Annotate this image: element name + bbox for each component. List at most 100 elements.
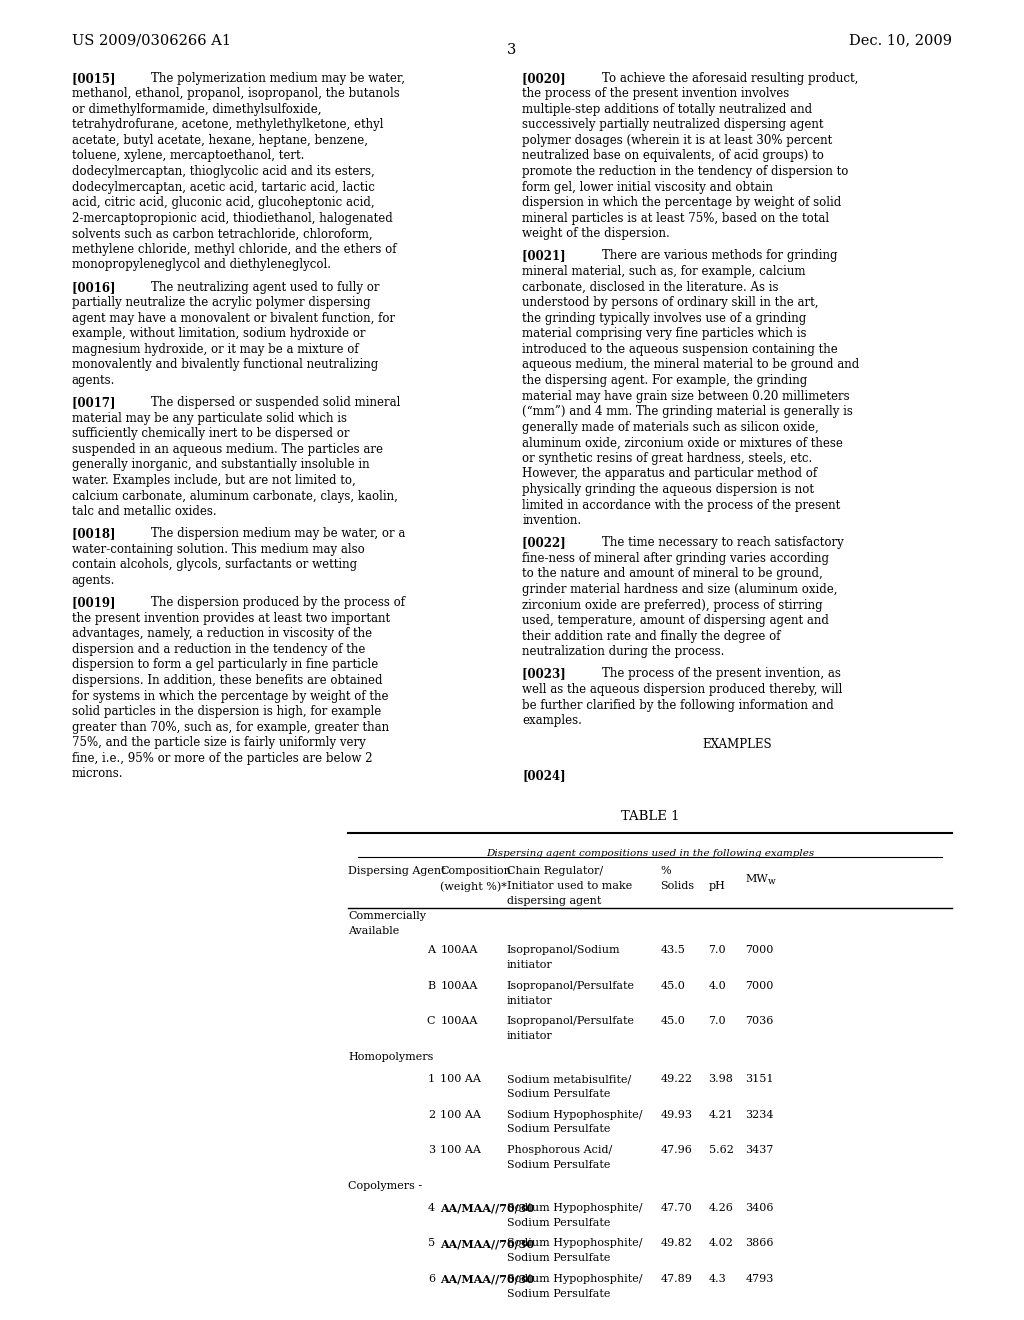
Text: 2-mercaptopropionic acid, thiodiethanol, halogenated: 2-mercaptopropionic acid, thiodiethanol,… — [72, 211, 392, 224]
Text: 3: 3 — [428, 1146, 435, 1155]
Text: 7000: 7000 — [745, 981, 774, 991]
Text: agent may have a monovalent or bivalent function, for: agent may have a monovalent or bivalent … — [72, 312, 395, 325]
Text: 3866: 3866 — [745, 1238, 774, 1249]
Text: Dispersing Agent: Dispersing Agent — [348, 866, 445, 876]
Text: To achieve the aforesaid resulting product,: To achieve the aforesaid resulting produ… — [602, 71, 858, 84]
Text: The dispersed or suspended solid mineral: The dispersed or suspended solid mineral — [152, 396, 400, 409]
Text: 100 AA: 100 AA — [440, 1110, 481, 1119]
Text: pH: pH — [709, 880, 725, 891]
Text: 100AA: 100AA — [440, 1016, 477, 1027]
Text: mineral material, such as, for example, calcium: mineral material, such as, for example, … — [522, 265, 806, 279]
Text: Sodium Persulfate: Sodium Persulfate — [507, 1253, 610, 1263]
Text: Sodium Persulfate: Sodium Persulfate — [507, 1288, 610, 1299]
Text: A: A — [427, 945, 435, 956]
Text: water. Examples include, but are not limited to,: water. Examples include, but are not lim… — [72, 474, 355, 487]
Text: dispersions. In addition, these benefits are obtained: dispersions. In addition, these benefits… — [72, 675, 382, 686]
Text: 100AA: 100AA — [440, 981, 477, 991]
Text: physically grinding the aqueous dispersion is not: physically grinding the aqueous dispersi… — [522, 483, 814, 496]
Text: C: C — [427, 1016, 435, 1027]
Text: their addition rate and finally the degree of: their addition rate and finally the degr… — [522, 630, 780, 643]
Text: agents.: agents. — [72, 374, 115, 387]
Text: examples.: examples. — [522, 714, 582, 727]
Text: material may be any particulate solid which is: material may be any particulate solid wh… — [72, 412, 347, 425]
Text: neutralized base on equivalents, of acid groups) to: neutralized base on equivalents, of acid… — [522, 149, 824, 162]
Text: talc and metallic oxides.: talc and metallic oxides. — [72, 506, 216, 519]
Text: greater than 70%, such as, for example, greater than: greater than 70%, such as, for example, … — [72, 721, 389, 734]
Text: AA/MAA//70/30: AA/MAA//70/30 — [440, 1274, 535, 1284]
Text: The neutralizing agent used to fully or: The neutralizing agent used to fully or — [152, 281, 380, 293]
Text: initiator: initiator — [507, 1031, 553, 1041]
Text: [0016]: [0016] — [72, 281, 132, 293]
Text: generally inorganic, and substantially insoluble in: generally inorganic, and substantially i… — [72, 458, 370, 471]
Text: 2: 2 — [428, 1110, 435, 1119]
Text: 47.89: 47.89 — [660, 1274, 692, 1284]
Text: US 2009/0306266 A1: US 2009/0306266 A1 — [72, 33, 230, 48]
Text: The polymerization medium may be water,: The polymerization medium may be water, — [152, 71, 406, 84]
Text: 49.82: 49.82 — [660, 1238, 692, 1249]
Text: [0020]: [0020] — [522, 71, 583, 84]
Text: 47.96: 47.96 — [660, 1146, 692, 1155]
Text: weight of the dispersion.: weight of the dispersion. — [522, 227, 670, 240]
Text: 7.0: 7.0 — [709, 1016, 726, 1027]
Text: magnesium hydroxide, or it may be a mixture of: magnesium hydroxide, or it may be a mixt… — [72, 343, 358, 356]
Text: 5.62: 5.62 — [709, 1146, 733, 1155]
Text: successively partially neutralized dispersing agent: successively partially neutralized dispe… — [522, 119, 823, 132]
Text: material may have grain size between 0.20 millimeters: material may have grain size between 0.2… — [522, 389, 850, 403]
Text: 100AA: 100AA — [440, 945, 477, 956]
Text: dispersion in which the percentage by weight of solid: dispersion in which the percentage by we… — [522, 197, 842, 209]
Text: acetate, butyl acetate, hexane, heptane, benzene,: acetate, butyl acetate, hexane, heptane,… — [72, 133, 368, 147]
Text: dodecylmercaptan, acetic acid, tartaric acid, lactic: dodecylmercaptan, acetic acid, tartaric … — [72, 181, 375, 194]
Text: Isopropanol/Sodium: Isopropanol/Sodium — [507, 945, 621, 956]
Text: The dispersion medium may be water, or a: The dispersion medium may be water, or a — [152, 527, 406, 540]
Text: monovalently and bivalently functional neutralizing: monovalently and bivalently functional n… — [72, 359, 378, 371]
Text: polymer dosages (wherein it is at least 30% percent: polymer dosages (wherein it is at least … — [522, 133, 833, 147]
Text: used, temperature, amount of dispersing agent and: used, temperature, amount of dispersing … — [522, 614, 829, 627]
Text: 5: 5 — [428, 1238, 435, 1249]
Text: 4.26: 4.26 — [709, 1203, 733, 1213]
Text: initiator: initiator — [507, 960, 553, 970]
Text: [0017]: [0017] — [72, 396, 132, 409]
Text: Sodium Persulfate: Sodium Persulfate — [507, 1217, 610, 1228]
Text: MW: MW — [745, 874, 768, 883]
Text: for systems in which the percentage by weight of the: for systems in which the percentage by w… — [72, 689, 388, 702]
Text: generally made of materials such as silicon oxide,: generally made of materials such as sili… — [522, 421, 819, 434]
Text: Chain Regulator/: Chain Regulator/ — [507, 866, 603, 876]
Text: neutralization during the process.: neutralization during the process. — [522, 645, 725, 659]
Text: [0019]: [0019] — [72, 597, 132, 610]
Text: carbonate, disclosed in the literature. As is: carbonate, disclosed in the literature. … — [522, 281, 778, 293]
Text: However, the apparatus and particular method of: However, the apparatus and particular me… — [522, 467, 817, 480]
Text: 3437: 3437 — [745, 1146, 774, 1155]
Text: Sodium Persulfate: Sodium Persulfate — [507, 1089, 610, 1100]
Text: 3234: 3234 — [745, 1110, 774, 1119]
Text: Sodium Hypophosphite/: Sodium Hypophosphite/ — [507, 1238, 642, 1249]
Text: 3151: 3151 — [745, 1074, 774, 1084]
Text: introduced to the aqueous suspension containing the: introduced to the aqueous suspension con… — [522, 343, 838, 356]
Text: B: B — [427, 981, 435, 991]
Text: initiator: initiator — [507, 995, 553, 1006]
Text: be further clarified by the following information and: be further clarified by the following in… — [522, 698, 834, 711]
Text: dispersing agent: dispersing agent — [507, 896, 601, 906]
Text: 4.21: 4.21 — [709, 1110, 733, 1119]
Text: Phosphorous Acid/: Phosphorous Acid/ — [507, 1146, 612, 1155]
Text: 3406: 3406 — [745, 1203, 774, 1213]
Text: suspended in an aqueous medium. The particles are: suspended in an aqueous medium. The part… — [72, 444, 383, 455]
Text: (“mm”) and 4 mm. The grinding material is generally is: (“mm”) and 4 mm. The grinding material i… — [522, 405, 853, 418]
Text: There are various methods for grinding: There are various methods for grinding — [602, 249, 838, 263]
Text: Copolymers -: Copolymers - — [348, 1180, 422, 1191]
Text: the grinding typically involves use of a grinding: the grinding typically involves use of a… — [522, 312, 807, 325]
Text: solid particles in the dispersion is high, for example: solid particles in the dispersion is hig… — [72, 705, 381, 718]
Text: 4793: 4793 — [745, 1274, 774, 1284]
Text: Sodium Hypophosphite/: Sodium Hypophosphite/ — [507, 1274, 642, 1284]
Text: Available: Available — [348, 927, 399, 936]
Text: toluene, xylene, mercaptoethanol, tert.: toluene, xylene, mercaptoethanol, tert. — [72, 149, 304, 162]
Text: w: w — [768, 878, 776, 887]
Text: or dimethylformamide, dimethylsulfoxide,: or dimethylformamide, dimethylsulfoxide, — [72, 103, 322, 116]
Text: AA/MAA//70/30: AA/MAA//70/30 — [440, 1238, 535, 1249]
Text: Sodium Hypophosphite/: Sodium Hypophosphite/ — [507, 1110, 642, 1119]
Text: Composition: Composition — [440, 866, 511, 876]
Text: the present invention provides at least two important: the present invention provides at least … — [72, 611, 390, 624]
Text: promote the reduction in the tendency of dispersion to: promote the reduction in the tendency of… — [522, 165, 849, 178]
Text: 3.98: 3.98 — [709, 1074, 733, 1084]
Text: 7.0: 7.0 — [709, 945, 726, 956]
Text: [0021]: [0021] — [522, 249, 583, 263]
